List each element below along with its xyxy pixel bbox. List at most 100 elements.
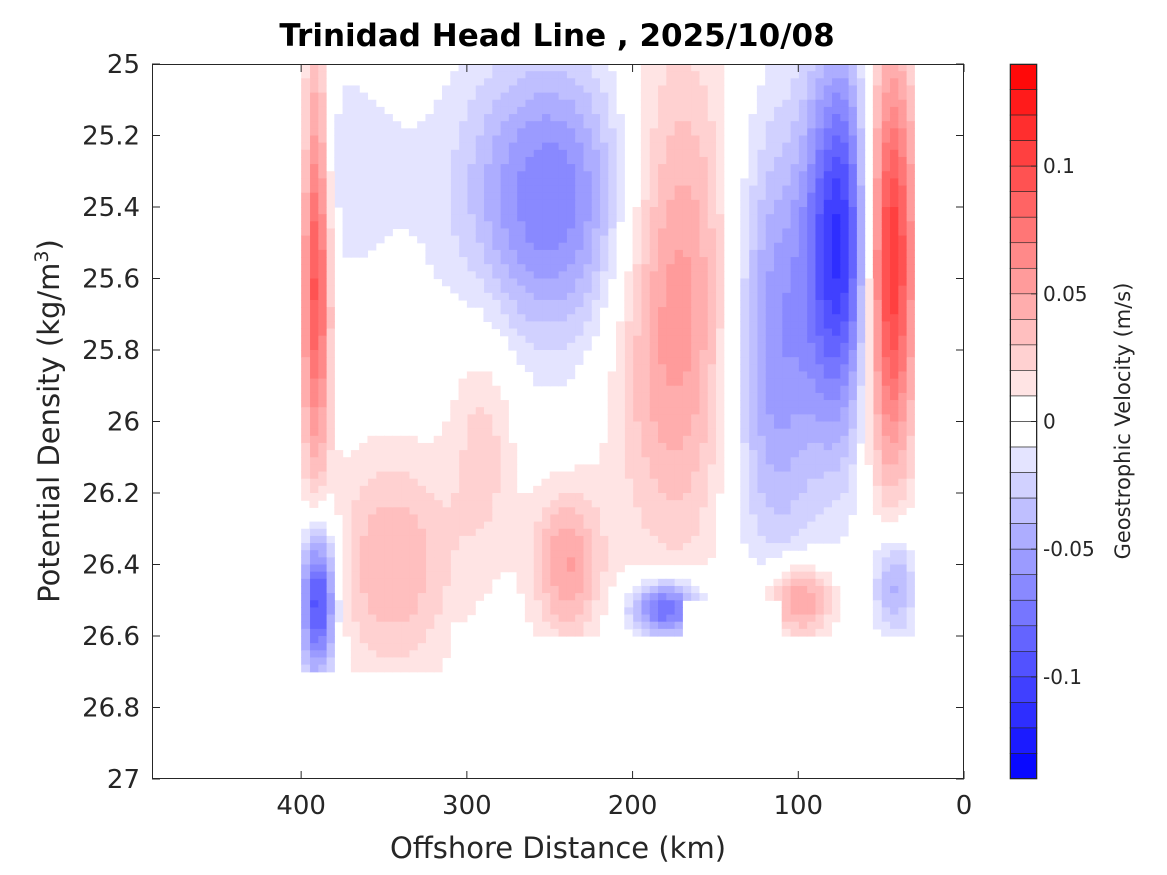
velocity-cell [881, 164, 891, 172]
velocity-cell [541, 307, 551, 315]
velocity-cell [616, 185, 625, 194]
velocity-cell [500, 414, 509, 423]
velocity-cell [790, 528, 799, 537]
velocity-cell [814, 614, 824, 623]
velocity-cell [326, 335, 335, 344]
velocity-cell [350, 450, 360, 458]
velocity-cell [326, 643, 335, 651]
velocity-cell [524, 278, 534, 287]
velocity-cell [541, 128, 551, 137]
velocity-cell [831, 85, 841, 94]
velocity-cell [839, 335, 849, 344]
velocity-cell [790, 400, 799, 408]
velocity-cell [574, 171, 584, 179]
velocity-cell [872, 99, 882, 108]
velocity-cell [458, 278, 468, 287]
velocity-cell [591, 192, 601, 201]
velocity-cell [690, 378, 700, 387]
velocity-cell [450, 550, 460, 558]
velocity-cell [392, 221, 402, 230]
velocity-cell [326, 214, 335, 222]
velocity-cell [326, 207, 335, 215]
velocity-cell [707, 500, 717, 508]
velocity-cell [657, 442, 667, 451]
velocity-cell [400, 442, 410, 451]
velocity-cell [359, 156, 369, 165]
velocity-cell [375, 521, 385, 530]
velocity-cell [640, 314, 650, 322]
velocity-cell [508, 121, 518, 129]
velocity-cell [665, 249, 675, 258]
velocity-cell [309, 357, 319, 365]
velocity-cell [574, 92, 584, 101]
velocity-cell [384, 164, 393, 172]
velocity-cell [682, 350, 692, 358]
velocity-cell [839, 342, 849, 351]
velocity-cell [765, 400, 775, 408]
velocity-cell [872, 199, 882, 208]
velocity-cell [317, 392, 327, 401]
velocity-cell [781, 342, 791, 351]
velocity-cell [790, 121, 799, 129]
velocity-cell [491, 199, 501, 208]
velocity-cell [350, 164, 360, 172]
velocity-cell [690, 78, 700, 87]
velocity-cell [823, 235, 833, 244]
velocity-cell [698, 285, 708, 294]
velocity-cell [632, 335, 642, 344]
velocity-cell [491, 435, 501, 444]
velocity-cell [649, 578, 659, 587]
velocity-cell [475, 385, 485, 394]
velocity-cell [823, 92, 833, 101]
velocity-cell [881, 428, 891, 437]
velocity-cell [674, 600, 683, 608]
velocity-cell [607, 528, 617, 537]
velocity-cell [342, 228, 352, 237]
velocity-cell [640, 249, 650, 258]
velocity-cell [897, 400, 907, 408]
velocity-cell [640, 299, 650, 308]
velocity-cell [607, 128, 617, 137]
velocity-cell [756, 350, 766, 358]
velocity-cell [881, 264, 891, 272]
velocity-cell [682, 271, 692, 280]
velocity-cell [558, 521, 567, 530]
velocity-cell [756, 385, 766, 394]
velocity-cell [433, 550, 443, 558]
velocity-cell [897, 242, 907, 251]
velocity-cell [848, 335, 857, 344]
velocity-cell [773, 392, 783, 401]
velocity-cell [690, 199, 700, 208]
velocity-cell [906, 321, 915, 330]
velocity-cell [549, 342, 559, 351]
velocity-cell [574, 571, 584, 580]
velocity-cell [375, 578, 385, 587]
velocity-cell [674, 400, 683, 408]
velocity-cell [591, 307, 601, 315]
velocity-cell [906, 228, 915, 237]
velocity-cell [607, 371, 617, 380]
velocity-cell [682, 500, 692, 508]
velocity-cell [450, 156, 460, 165]
velocity-cell [665, 500, 675, 508]
velocity-cell [690, 493, 700, 501]
velocity-cell [665, 364, 675, 373]
velocity-cell [657, 314, 667, 322]
velocity-cell [790, 442, 799, 451]
velocity-cell [442, 593, 451, 601]
velocity-cell [309, 199, 319, 208]
velocity-cell [516, 550, 526, 558]
velocity-cell [483, 442, 493, 451]
velocity-cell [475, 514, 485, 523]
velocity-cell [798, 335, 808, 344]
velocity-cell [458, 442, 468, 451]
velocity-cell [839, 350, 849, 358]
velocity-cell [549, 128, 559, 137]
velocity-cell [897, 264, 907, 272]
velocity-cell [458, 171, 468, 179]
velocity-cell [450, 178, 460, 187]
velocity-cell [756, 493, 766, 501]
velocity-cell [500, 164, 509, 172]
colorbar: 0.10.050-0.05-0.1 [1009, 63, 1095, 780]
velocity-cell [632, 235, 642, 244]
